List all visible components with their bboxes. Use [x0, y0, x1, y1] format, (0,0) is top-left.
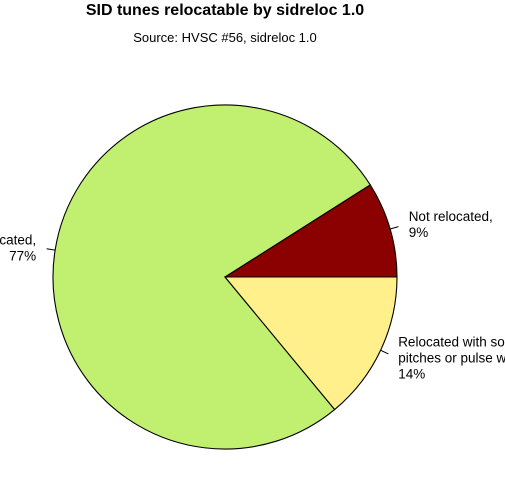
- pie-label-2: Relocated with some badpitches or pulse …: [398, 335, 505, 382]
- chart-subtitle: Source: HVSC #56, sidreloc 1.0: [133, 30, 317, 45]
- pie-leader-line-0: [390, 226, 399, 230]
- pie-label-line: 9%: [409, 225, 429, 240]
- pie-leader-line-2: [380, 349, 389, 355]
- pie-label-line: Relocated,: [0, 232, 36, 247]
- pie-label-line: 77%: [9, 248, 36, 263]
- pie-label-0: Not relocated, 9%: [409, 209, 493, 240]
- pie-labels: Not relocated,9% Relocated,77% Relocated w…: [0, 209, 505, 381]
- pie-slice-1: [52, 104, 371, 450]
- pie-label-line: Relocated with some bad: [398, 335, 505, 350]
- pie-leader-line-1: [46, 248, 56, 251]
- pie-label-1: Relocated,77%: [0, 232, 36, 263]
- pie-label-line: pitches or pulse widths,: [398, 351, 505, 366]
- pie-label-line: 14%: [398, 367, 425, 382]
- pie-slice-0: [223, 184, 398, 278]
- pie-slices: [52, 104, 398, 450]
- chart-title: SID tunes relocatable by sidreloc 1.0: [86, 2, 364, 19]
- pie-label-line: Not relocated,: [409, 209, 493, 224]
